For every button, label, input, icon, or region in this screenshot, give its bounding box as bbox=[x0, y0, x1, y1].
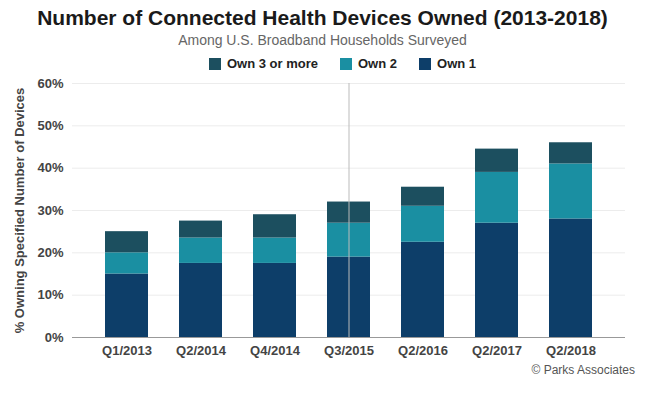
html-text:Number of Connected Health Dev: Number of Connected Health Devices Owned… bbox=[37, 6, 608, 29]
html-text:© Parks Associates: © Parks Associates bbox=[531, 363, 635, 377]
svg-text:Q4/2014: Q4/2014 bbox=[250, 343, 301, 358]
svg-text:% Owning Specified Number of D: % Owning Specified Number of Devices bbox=[12, 88, 27, 334]
svg-text:0%: 0% bbox=[45, 330, 64, 345]
html-text:Own 2: Own 2 bbox=[358, 56, 397, 71]
svg-text:Q2/2018: Q2/2018 bbox=[546, 343, 596, 358]
svg-text:Q2/2016: Q2/2016 bbox=[398, 343, 448, 358]
svg-text:40%: 40% bbox=[37, 160, 63, 175]
svg-text:30%: 30% bbox=[37, 203, 63, 218]
svg-text:60%: 60% bbox=[37, 76, 63, 91]
svg-text:20%: 20% bbox=[37, 245, 63, 260]
html-text:Among U.S. Broadband Household: Among U.S. Broadband Households Surveyed bbox=[178, 32, 467, 48]
html-text:Own 1: Own 1 bbox=[437, 56, 476, 71]
svg-text:Q2/2017: Q2/2017 bbox=[472, 343, 522, 358]
svg-text:10%: 10% bbox=[37, 287, 63, 302]
svg-text:Q2/2014: Q2/2014 bbox=[176, 343, 227, 358]
html-text:Own 3 or more: Own 3 or more bbox=[227, 56, 318, 71]
svg-text:Q1/2013: Q1/2013 bbox=[102, 343, 152, 358]
svg-text:Q3/2015: Q3/2015 bbox=[324, 343, 374, 358]
svg-text:50%: 50% bbox=[37, 118, 63, 133]
